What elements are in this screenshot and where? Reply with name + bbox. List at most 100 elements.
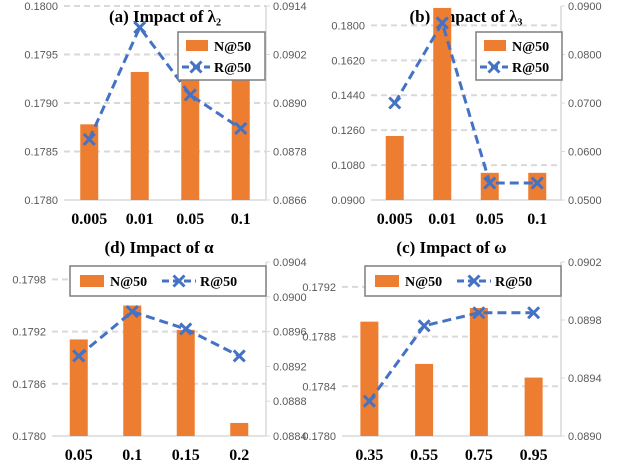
- y2-tick-label: 0.0896: [273, 327, 307, 339]
- bar-n50: [415, 363, 434, 436]
- legend-label-n50: N@50: [110, 275, 147, 290]
- chart-panel-2: (b) Impact of λ₃ 0.0900 0.1080 0.1260 0.1440…: [331, 1, 601, 228]
- legend: N@50 R@50: [69, 265, 267, 297]
- x-tick-label: 0.005: [71, 211, 107, 228]
- x-tick-label: 0.1: [122, 447, 142, 464]
- y2-tick-label: 0.0878: [273, 147, 307, 159]
- legend-swatch-bar: [484, 40, 506, 51]
- chart-panel-1: (a) Impact of λ₂ 0.1780 0.1785 0.1790 0.1795…: [24, 1, 306, 228]
- x-tick-label: 0.05: [176, 211, 204, 228]
- legend: N@50 R@50: [364, 265, 562, 297]
- y-tick-label: 0.1260: [331, 125, 365, 137]
- chart-panel-4: (c) Impact of ω 0.1780 0.1784 0.1788 0.1792 0…: [302, 238, 601, 464]
- y2-tick-label: 0.0892: [273, 361, 307, 373]
- chart-title: (d) Impact of α: [104, 238, 214, 257]
- y2-tick-label: 0.0894: [568, 373, 602, 385]
- point-r50: [125, 305, 139, 319]
- line-r50: [87, 24, 242, 140]
- bar-n50: [433, 7, 452, 200]
- bar-n50: [123, 305, 142, 436]
- bar-n50: [480, 172, 499, 200]
- y2-tick-label: 0.0902: [273, 50, 307, 62]
- point-r50: [234, 121, 248, 136]
- point-r50: [82, 132, 96, 146]
- y2-tick-label: 0.0890: [568, 431, 602, 443]
- legend-label-n50: N@50: [405, 275, 442, 290]
- point-r50: [183, 88, 197, 102]
- legend-swatch-bar: [186, 40, 208, 51]
- y2-tick-label: 0.0800: [568, 50, 602, 62]
- bar-n50: [176, 329, 195, 436]
- legend-label-r50: R@50: [495, 275, 532, 290]
- y-tick-label: 0.1780: [302, 431, 336, 443]
- y-tick-label: 0.1080: [331, 160, 365, 172]
- bar-n50: [524, 377, 543, 436]
- legend-marker: [467, 274, 481, 288]
- y-tick-label: 0.1792: [12, 327, 46, 339]
- y2-tick-label: 0.0914: [273, 1, 307, 13]
- y2-tick-label: 0.0700: [568, 98, 602, 110]
- y-tick-label: 0.1795: [24, 50, 58, 62]
- legend: N@50 R@50: [475, 31, 563, 81]
- legend-label-r50: R@50: [214, 61, 251, 76]
- x-tick-label: 0.1: [527, 211, 547, 228]
- x-tick-label: 0.75: [465, 447, 493, 464]
- y2-tick-label: 0.0866: [273, 195, 307, 207]
- x-tick-label: 0.005: [377, 211, 413, 228]
- bar-n50: [80, 124, 99, 200]
- line-r50: [77, 309, 240, 358]
- y-tick-label: 0.0900: [331, 195, 365, 207]
- y-tick-label: 0.1785: [24, 147, 58, 159]
- x-tick-label: 0.01: [126, 211, 154, 228]
- y2-tick-label: 0.0890: [273, 98, 307, 110]
- x-tick-label: 0.2: [229, 447, 249, 464]
- legend-label-r50: R@50: [512, 61, 549, 76]
- x-tick-label: 0.01: [428, 211, 456, 228]
- legend-swatch-bar: [375, 275, 399, 287]
- point-r50: [232, 349, 246, 363]
- point-r50: [133, 20, 147, 34]
- legend-marker: [172, 274, 186, 288]
- x-tick-label: 0.15: [172, 447, 200, 464]
- y-tick-label: 0.1780: [24, 195, 58, 207]
- y2-tick-label: 0.0898: [568, 315, 602, 327]
- x-tick-label: 0.05: [65, 447, 93, 464]
- y2-tick-label: 0.0600: [568, 147, 602, 159]
- y-tick-label: 0.1792: [302, 282, 336, 294]
- bar-n50: [385, 135, 404, 200]
- y-tick-label: 0.1620: [331, 55, 365, 67]
- x-tick-label: 0.1: [231, 211, 251, 228]
- x-tick-label: 0.55: [410, 447, 438, 464]
- y2-tick-label: 0.0902: [568, 257, 602, 269]
- chart-title: (c) Impact of ω: [396, 238, 506, 257]
- legend-marker: [189, 60, 203, 74]
- y-tick-label: 0.1784: [302, 381, 336, 393]
- x-tick-label: 0.05: [476, 211, 504, 228]
- point-r50: [435, 16, 449, 30]
- line-r50: [368, 311, 534, 403]
- point-r50: [72, 349, 86, 363]
- bar-n50: [528, 172, 547, 200]
- chart-panel-3: (d) Impact of α 0.1780 0.1786 0.1792 0.1798 0…: [12, 238, 306, 464]
- point-r50: [179, 322, 193, 336]
- legend-marker: [487, 60, 501, 74]
- point-r50: [472, 306, 486, 320]
- chart-title: (a) Impact of λ₂: [109, 7, 221, 26]
- y2-tick-label: 0.0904: [273, 257, 307, 269]
- legend-swatch-bar: [80, 275, 104, 287]
- bar-n50: [469, 307, 488, 436]
- line-r50: [393, 19, 538, 185]
- y2-tick-label: 0.0888: [273, 396, 307, 408]
- bar-n50: [69, 339, 88, 436]
- chart-title: (b) Impact of λ₃: [409, 7, 522, 26]
- y2-tick-label: 0.0500: [568, 195, 602, 207]
- y2-tick-label: 0.0900: [273, 292, 307, 304]
- y2-tick-label: 0.0884: [273, 431, 307, 443]
- x-tick-label: 0.35: [355, 447, 383, 464]
- y-tick-label: 0.1800: [331, 20, 365, 32]
- y-tick-label: 0.1440: [331, 90, 365, 102]
- legend: N@50 R@50: [177, 31, 266, 81]
- bar-n50: [230, 422, 249, 436]
- legend-label-r50: R@50: [200, 275, 237, 290]
- point-r50: [527, 306, 541, 320]
